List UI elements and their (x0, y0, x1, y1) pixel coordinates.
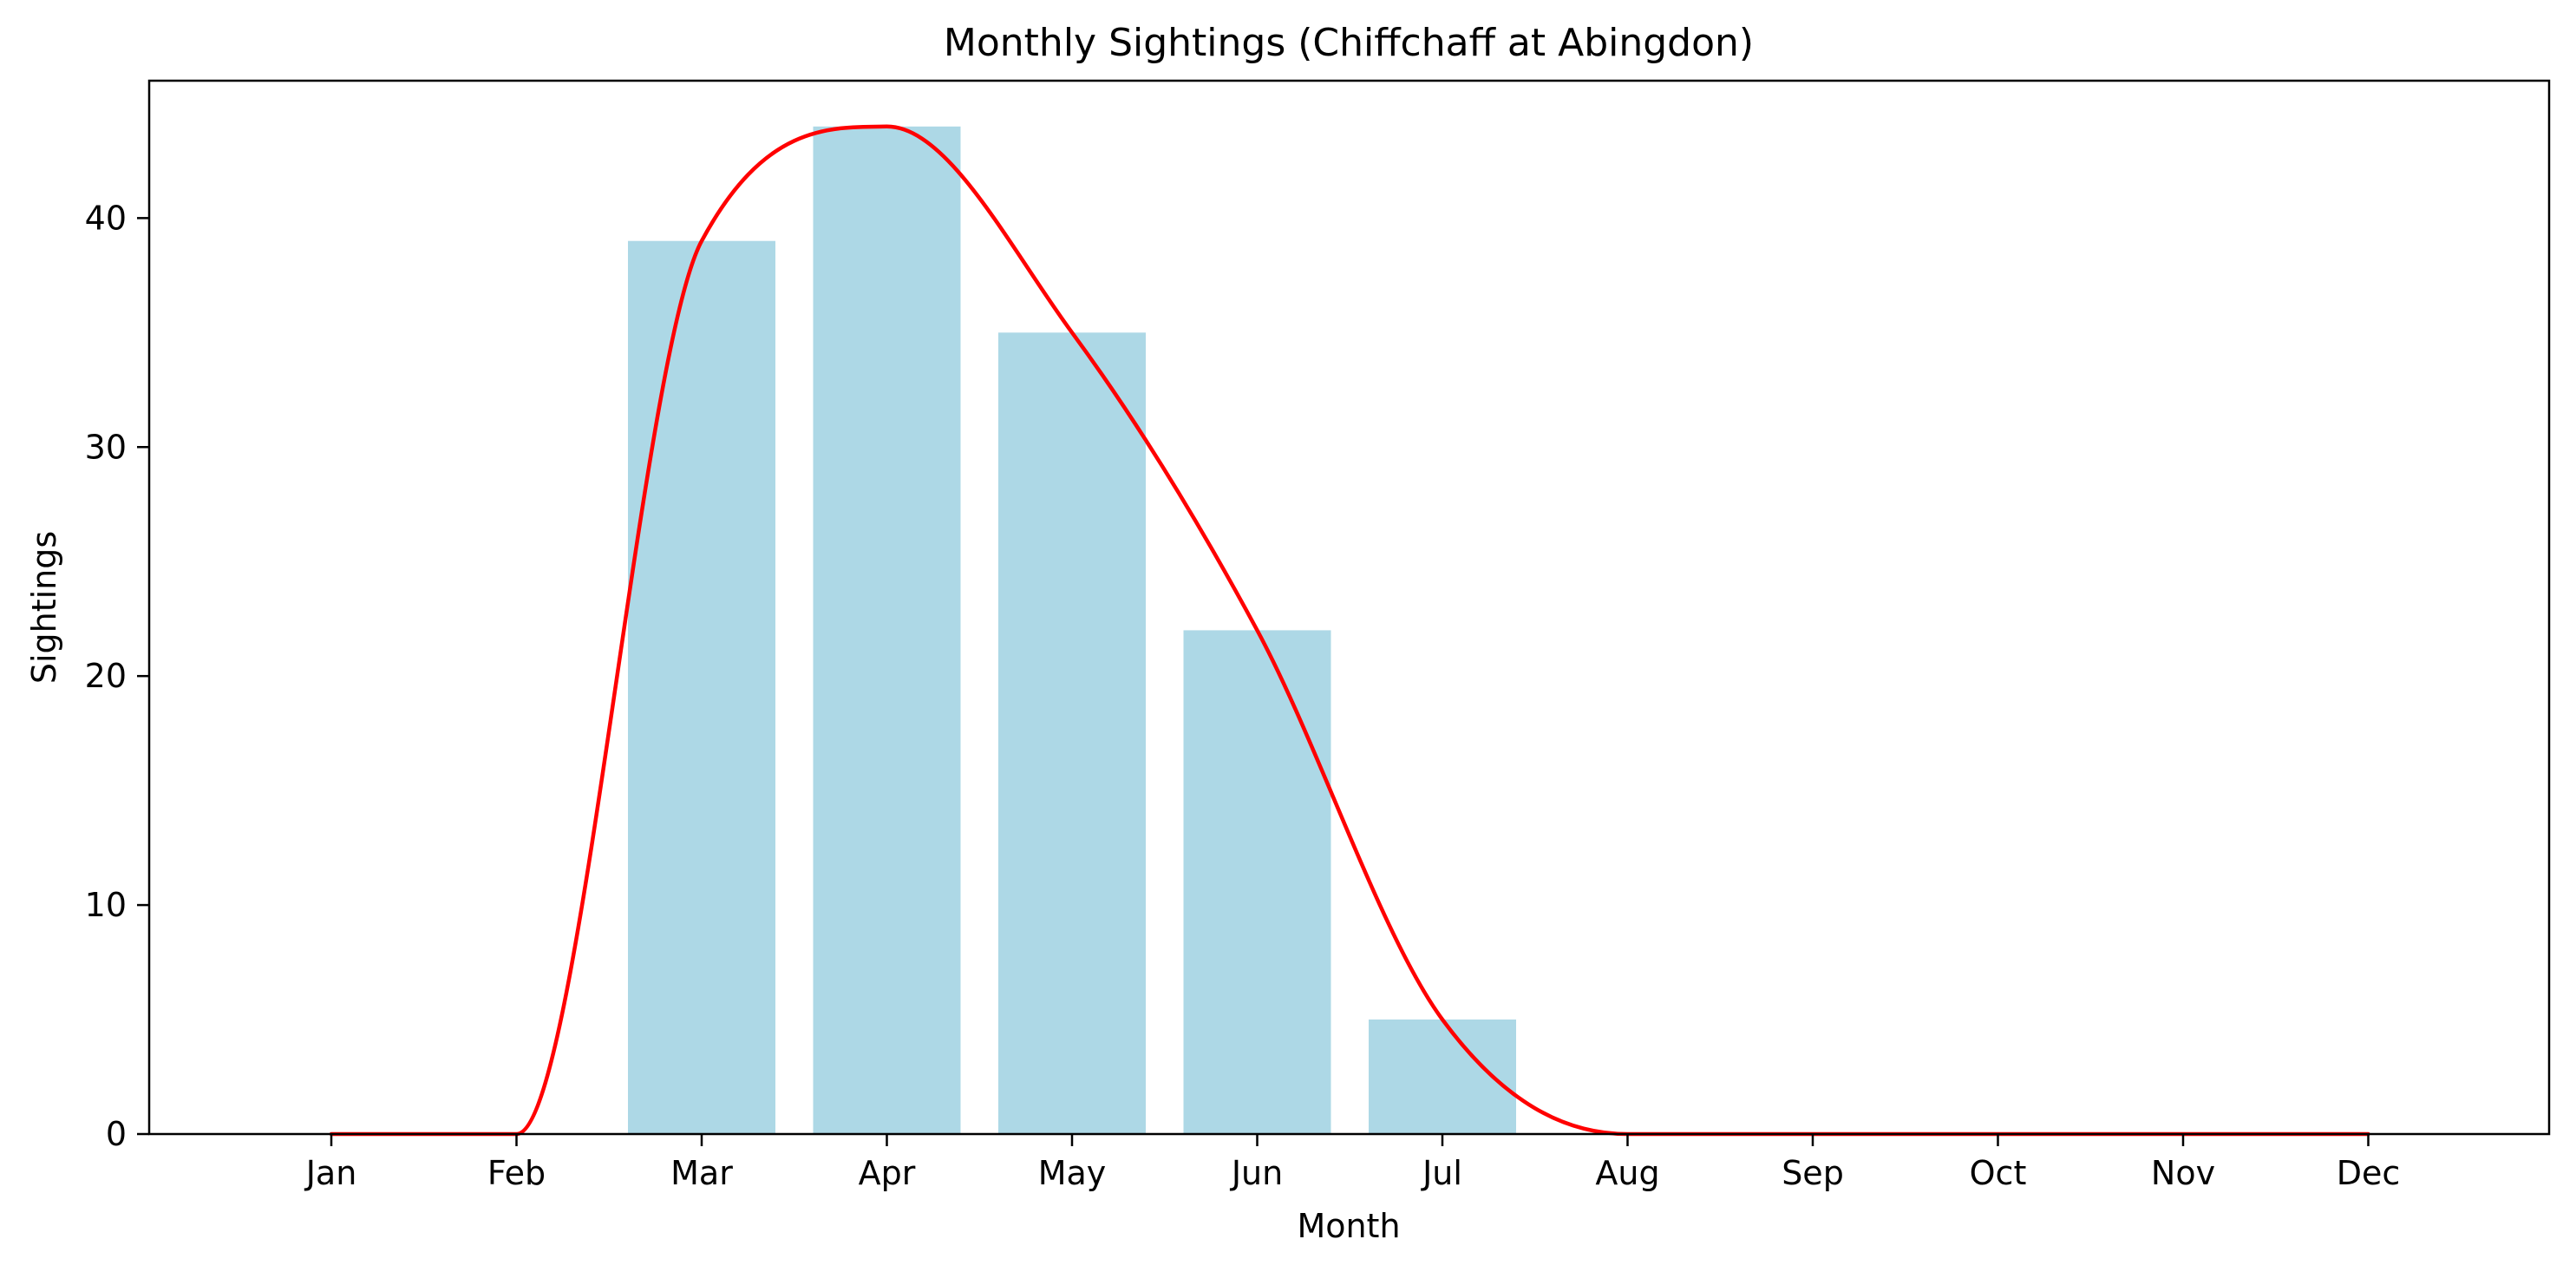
x-tick-label-jul: Jul (1421, 1154, 1462, 1192)
x-tick-label-oct: Oct (1970, 1154, 2027, 1192)
x-axis-label: Month (1297, 1207, 1400, 1245)
y-tick-label-10: 10 (85, 886, 127, 924)
x-tick-label-sep: Sep (1782, 1154, 1844, 1192)
bars-layer (628, 126, 1516, 1135)
bar-jun (1183, 630, 1331, 1134)
bar-mar (628, 240, 775, 1135)
y-tick-label-30: 30 (85, 428, 127, 466)
x-tick-label-jun: Jun (1230, 1154, 1283, 1192)
x-tick-label-jan: Jan (304, 1154, 357, 1192)
y-tick-label-20: 20 (85, 657, 127, 695)
x-tick-label-may: May (1038, 1154, 1107, 1192)
plot-frame (147, 79, 2551, 1136)
x-tick-label-feb: Feb (487, 1154, 546, 1192)
x-tick-label-dec: Dec (2337, 1154, 2401, 1192)
bar-apr (813, 126, 961, 1134)
y-axis: 0 10 20 30 40 (85, 199, 149, 1153)
bar-may (998, 332, 1146, 1134)
chart-title: Monthly Sightings (Chiffchaff at Abingdo… (944, 21, 1754, 65)
y-axis-label: Sightings (25, 531, 63, 684)
y-tick-label-40: 40 (85, 199, 127, 237)
x-tick-label-apr: Apr (859, 1154, 916, 1192)
x-tick-label-nov: Nov (2151, 1154, 2215, 1192)
y-tick-label-0: 0 (106, 1115, 127, 1153)
x-tick-label-mar: Mar (670, 1154, 733, 1192)
x-axis: Jan Feb Mar Apr May Jun Jul Aug Sep Oct Nov Dec (304, 1134, 2401, 1192)
x-tick-label-aug: Aug (1595, 1154, 1659, 1192)
